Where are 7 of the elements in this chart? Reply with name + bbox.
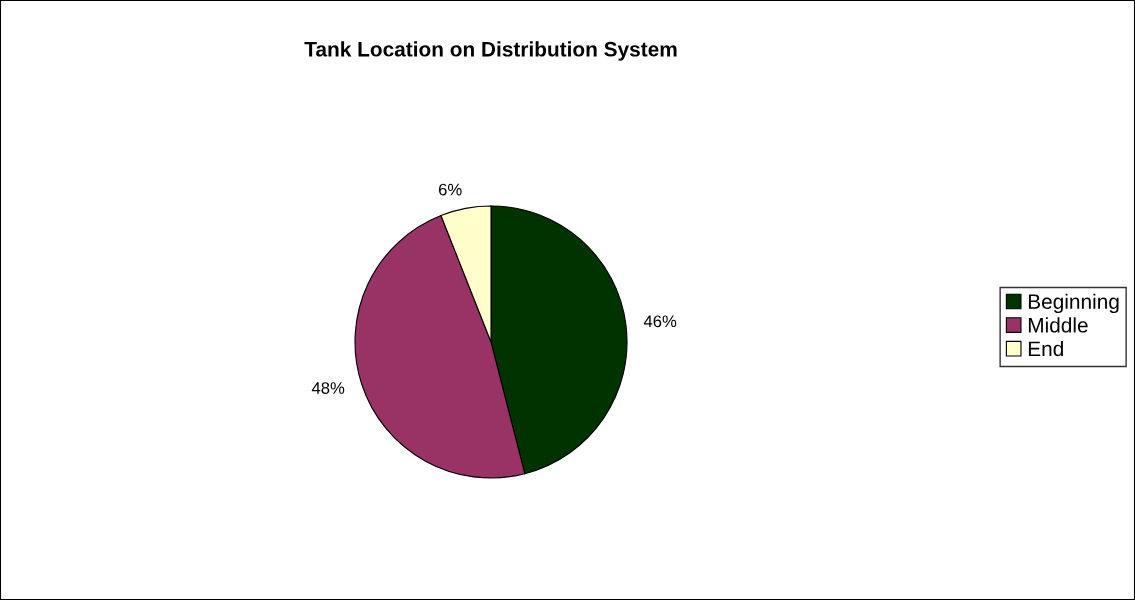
data-label: 46% <box>643 315 677 328</box>
data-label: 6% <box>438 183 462 196</box>
data-label: 48% <box>311 382 345 394</box>
legend-label: Beginning <box>1028 293 1119 314</box>
chart-title: Tank Location on Distribution System <box>304 41 677 61</box>
legend-label: End <box>1028 340 1063 357</box>
legend-label: Middle <box>1028 317 1088 333</box>
